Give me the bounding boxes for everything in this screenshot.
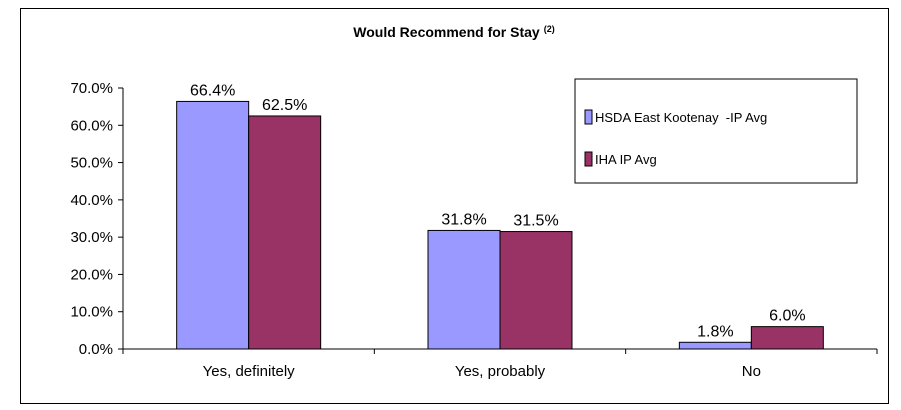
data-label: 1.8% [697,323,733,340]
y-tick-label: 40.0% [70,192,113,209]
y-tick-label: 70.0% [70,80,113,97]
data-label: 66.4% [190,82,235,99]
data-label: 31.5% [513,213,558,230]
data-label: 6.0% [769,308,805,325]
bar [750,326,824,350]
bar [248,115,322,350]
bar [176,100,250,350]
y-tick-label: 0.0% [79,341,113,358]
bar [427,229,501,350]
x-tick-label: Yes, probably [455,363,546,380]
y-tick-label: 60.0% [70,117,113,134]
y-tick-label: 20.0% [70,266,113,283]
y-tick-label: 30.0% [70,229,113,246]
legend-label: IHA IP Avg [595,152,657,167]
data-labels: 66.4% 62.5% 31.8% 31.5% 1.8% 6.0% [190,82,806,340]
bars [176,100,824,350]
y-axis: 0.0% 10.0% 20.0% 30.0% 40.0% 50.0% 60.0% 70.0% [70,80,124,358]
legend-label: HSDA East Kootenay -IP Avg [595,110,767,125]
legend-box [574,78,858,184]
chart-title: Would Recommend for Stay (2) [353,24,554,40]
bar [499,231,573,350]
legend-swatch [584,109,593,125]
x-tick-label: Yes, definitely [203,363,296,380]
legend: HSDA East Kootenay -IP Avg IHA IP Avg [574,78,858,184]
x-axis: Yes, definitely Yes, probably No [122,348,878,380]
data-label: 31.8% [441,211,486,228]
y-tick-label: 10.0% [70,304,113,321]
x-tick-label: No [742,363,761,380]
bar-chart: Would Recommend for Stay (2) 0.0% 10.0% 20.… [70,24,878,380]
data-label: 62.5% [262,97,307,114]
legend-swatch [584,151,593,167]
bar [678,341,752,350]
chart-title-main: Would Recommend for Stay [353,24,540,40]
chart-frame: Would Recommend for Stay (2) 0.0% 10.0% 20.… [20,8,889,404]
chart-title-superscript: (2) [544,24,555,34]
y-tick-label: 50.0% [70,155,113,172]
